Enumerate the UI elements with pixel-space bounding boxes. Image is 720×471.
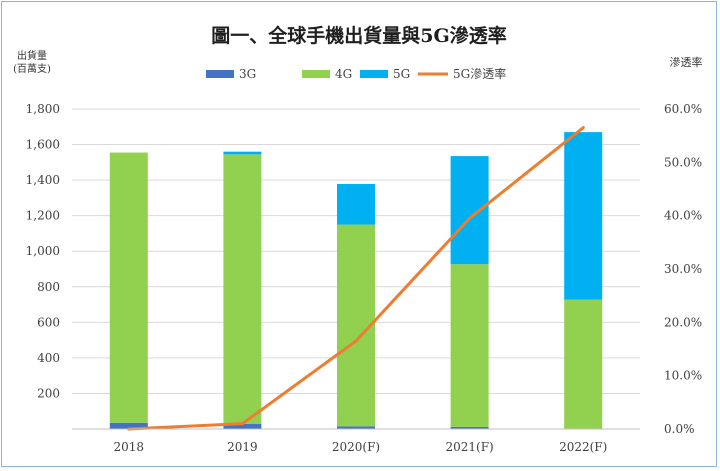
line-point-4 xyxy=(581,126,585,130)
x-tick-label: 2019 xyxy=(227,440,258,454)
axes: 200 400 600 800 1,000 1,200 1,400 1,600 1,800 0.0… xyxy=(26,102,702,454)
y-left-tick-label: 600 xyxy=(37,315,60,329)
legend-label-penetration: 5G滲透率 xyxy=(453,66,506,81)
legend-swatch-4g xyxy=(302,70,330,78)
y-left-tick-label: 1,800 xyxy=(26,102,60,116)
y-left-tick-label: 1,600 xyxy=(26,138,60,152)
y-left-tick-label: 800 xyxy=(37,280,60,294)
x-tick-label: 2021(F) xyxy=(445,440,493,454)
left-axis-label-line2: (百萬支) xyxy=(13,62,51,75)
y-right-tick-label: 20.0% xyxy=(664,315,702,329)
right-axis-label: 滲透率 xyxy=(670,55,703,69)
y-right-tick-label: 10.0% xyxy=(664,369,702,383)
bar-4g-4 xyxy=(564,299,603,429)
line-point-3 xyxy=(468,216,472,220)
bar-5g-1 xyxy=(223,151,262,155)
x-tick-label: 2022(F) xyxy=(559,440,607,454)
y-right-tick-label: 30.0% xyxy=(664,262,702,276)
legend-label-4g: 4G xyxy=(335,67,352,81)
bar-3g-0 xyxy=(109,422,148,429)
chart: 圖一、全球手機出貨量與5G滲透率 出貨量 (百萬支) 滲透率 200 400 600… xyxy=(13,24,703,454)
bar-5g-3 xyxy=(450,156,489,265)
y-left-tick-label: 1,400 xyxy=(26,173,60,187)
y-right-tick-label: 0.0% xyxy=(664,422,695,436)
y-left-tick-label: 1,200 xyxy=(26,209,60,223)
penetration-line xyxy=(127,126,585,431)
x-tick-label: 2020(F) xyxy=(332,440,380,454)
legend-swatch-5g xyxy=(360,70,388,78)
bar-5g-4 xyxy=(564,132,603,300)
chart-title: 圖一、全球手機出貨量與5G滲透率 xyxy=(211,24,506,47)
y-right-tick-label: 60.0% xyxy=(664,102,702,116)
legend-swatch-3g xyxy=(206,70,234,78)
line-point-2 xyxy=(354,339,358,343)
bar-4g-1 xyxy=(223,154,262,425)
x-tick-label: 2018 xyxy=(114,440,145,454)
y-right-tick-label: 50.0% xyxy=(664,155,702,169)
legend: 3G 4G 5G 5G滲透率 xyxy=(206,66,506,81)
bar-4g-3 xyxy=(450,264,489,427)
bar-4g-0 xyxy=(109,152,148,423)
legend-label-3g: 3G xyxy=(239,67,256,81)
legend-label-5g: 5G xyxy=(393,67,410,81)
left-axis-label-line1: 出貨量 xyxy=(17,49,47,62)
y-left-tick-label: 400 xyxy=(37,351,60,365)
bar-3g-1 xyxy=(223,424,262,429)
y-left-tick-label: 1,000 xyxy=(26,244,60,258)
bar-3g-2 xyxy=(337,426,375,429)
line-point-1 xyxy=(240,422,244,426)
y-right-tick-label: 40.0% xyxy=(664,209,702,223)
bar-3g-3 xyxy=(450,426,489,429)
bar-5g-2 xyxy=(337,184,375,225)
y-left-tick-label: 200 xyxy=(37,386,60,400)
bars xyxy=(109,132,603,429)
